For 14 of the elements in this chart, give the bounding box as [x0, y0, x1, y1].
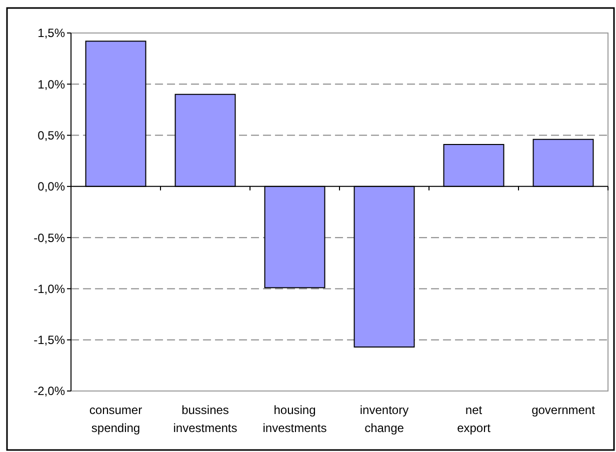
y-tick-label: 0,0%: [38, 180, 66, 194]
y-tick-label: -1,5%: [34, 333, 66, 348]
y-tick-label: 1,0%: [38, 77, 66, 92]
x-tick-label: consumer spending: [89, 403, 142, 435]
x-tick-label: housing investments: [262, 403, 327, 435]
x-tick-label: inventory change: [360, 403, 409, 435]
x-tick-label: net export: [457, 403, 492, 435]
y-tick-label: 0,5%: [38, 128, 66, 142]
y-tick-label: 1,5%: [38, 26, 66, 40]
x-tick-label: bussines investments: [173, 403, 238, 435]
y-tick-label: -2,0%: [34, 384, 66, 398]
y-tick-label: -1,0%: [34, 282, 66, 296]
y-tick-label: -0,5%: [34, 230, 66, 245]
x-tick-label: government: [532, 403, 596, 417]
